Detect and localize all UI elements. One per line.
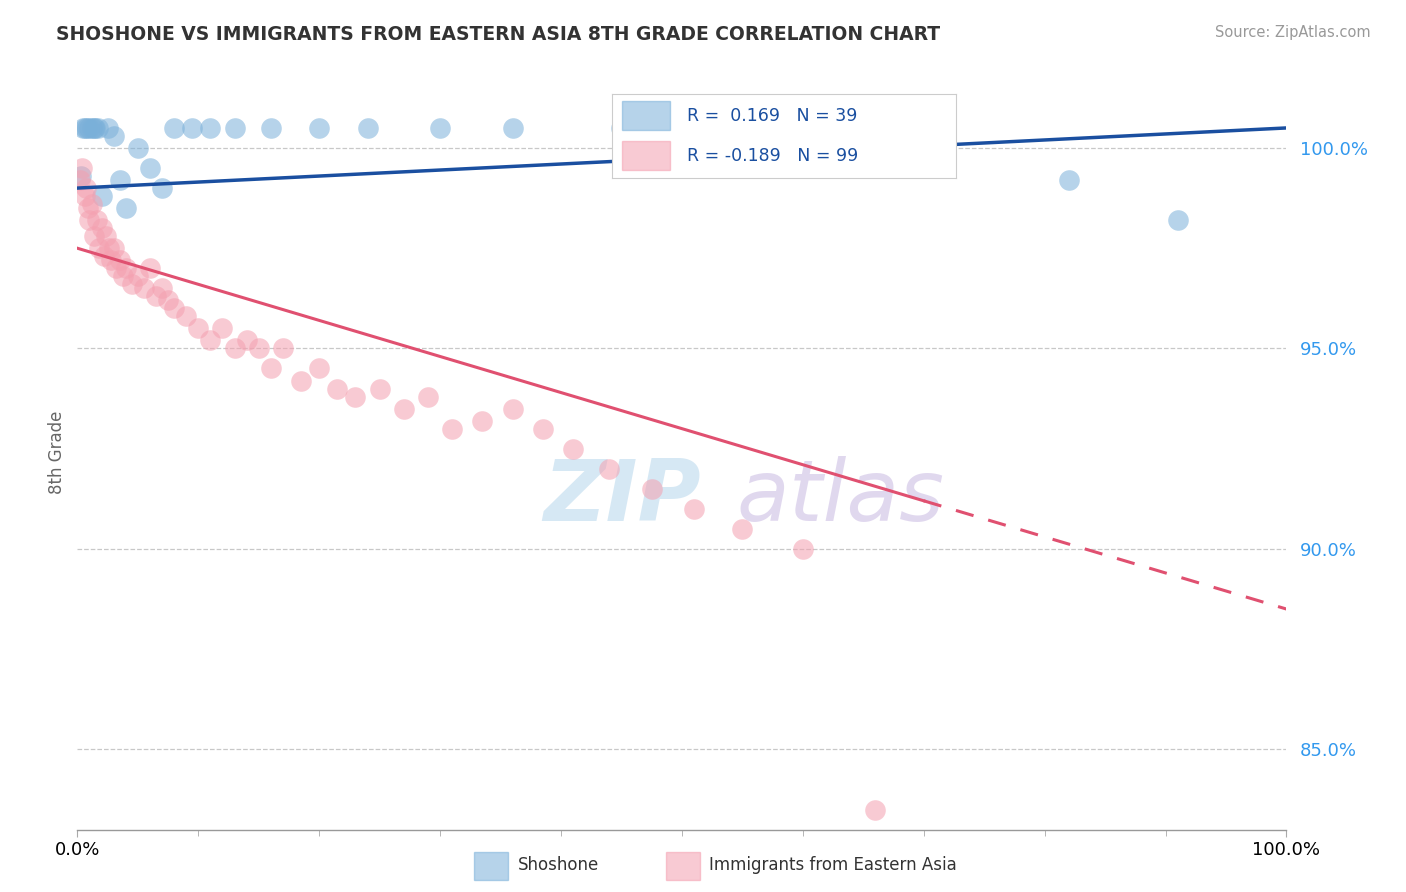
- Point: [211, 321, 233, 335]
- Point: [224, 120, 246, 135]
- Point: [108, 173, 131, 187]
- Point: [76, 120, 98, 135]
- Point: [308, 361, 330, 376]
- Point: [235, 334, 257, 348]
- Point: [132, 281, 155, 295]
- Point: [97, 241, 120, 255]
- Point: [112, 269, 135, 284]
- Point: [441, 422, 464, 436]
- Point: [75, 181, 97, 195]
- Point: [127, 141, 149, 155]
- Point: [139, 161, 162, 175]
- Y-axis label: 8th Grade: 8th Grade: [48, 411, 66, 494]
- Text: Source: ZipAtlas.com: Source: ZipAtlas.com: [1215, 25, 1371, 40]
- Point: [77, 201, 100, 215]
- Point: [108, 253, 131, 268]
- Point: [163, 301, 186, 316]
- Point: [731, 522, 754, 536]
- Point: [1167, 213, 1189, 227]
- Point: [502, 120, 524, 135]
- Point: [86, 213, 108, 227]
- Point: [87, 120, 110, 135]
- Point: [502, 401, 524, 416]
- Point: [308, 120, 330, 135]
- Point: [157, 293, 180, 308]
- Point: [181, 120, 204, 135]
- Point: [69, 173, 91, 187]
- Point: [768, 120, 790, 135]
- Point: [290, 374, 312, 388]
- Text: SHOSHONE VS IMMIGRANTS FROM EASTERN ASIA 8TH GRADE CORRELATION CHART: SHOSHONE VS IMMIGRANTS FROM EASTERN ASIA…: [56, 25, 941, 44]
- Point: [247, 342, 270, 356]
- Point: [90, 189, 112, 203]
- Point: [79, 120, 101, 135]
- Point: [1057, 173, 1080, 187]
- Point: [139, 261, 162, 276]
- Point: [79, 213, 101, 227]
- Point: [174, 310, 197, 324]
- Point: [163, 120, 186, 135]
- Point: [73, 189, 96, 203]
- Point: [127, 269, 149, 284]
- Point: [80, 120, 103, 135]
- Bar: [621, 141, 671, 169]
- Point: [598, 461, 620, 475]
- Point: [83, 120, 105, 135]
- Point: [80, 197, 103, 211]
- Text: ZIP: ZIP: [543, 457, 700, 540]
- Point: [84, 120, 107, 135]
- Text: R =  0.169   N = 39: R = 0.169 N = 39: [688, 107, 858, 125]
- Point: [562, 442, 585, 456]
- Point: [70, 169, 93, 183]
- Point: [200, 120, 222, 135]
- Bar: [474, 852, 508, 880]
- Point: [150, 181, 173, 195]
- Point: [610, 120, 633, 135]
- Bar: [621, 102, 671, 130]
- Point: [260, 361, 283, 376]
- Point: [471, 414, 494, 428]
- Point: [392, 401, 415, 416]
- Point: [145, 289, 167, 303]
- Point: [912, 120, 935, 135]
- Point: [72, 120, 94, 135]
- Point: [356, 120, 378, 135]
- Point: [641, 482, 664, 496]
- Point: [326, 382, 349, 396]
- Point: [93, 249, 115, 263]
- Point: [100, 253, 122, 268]
- Point: [429, 120, 451, 135]
- Point: [187, 321, 209, 335]
- Text: R = -0.189   N = 99: R = -0.189 N = 99: [688, 146, 859, 164]
- Point: [865, 803, 887, 817]
- Point: [271, 342, 294, 356]
- Point: [683, 501, 706, 516]
- Point: [114, 201, 136, 215]
- Point: [96, 120, 118, 135]
- Point: [70, 161, 93, 175]
- Point: [224, 342, 246, 356]
- Point: [96, 229, 118, 244]
- Point: [200, 334, 222, 348]
- Point: [150, 281, 173, 295]
- Point: [114, 261, 136, 276]
- Text: Immigrants from Eastern Asia: Immigrants from Eastern Asia: [709, 856, 957, 874]
- Point: [103, 241, 125, 255]
- Point: [368, 382, 391, 396]
- Point: [121, 277, 143, 292]
- Point: [792, 541, 814, 556]
- Text: Shoshone: Shoshone: [517, 856, 599, 874]
- Point: [531, 422, 554, 436]
- Point: [83, 229, 105, 244]
- Point: [87, 241, 110, 255]
- Point: [416, 390, 439, 404]
- Point: [260, 120, 283, 135]
- Point: [103, 128, 125, 143]
- Point: [73, 120, 96, 135]
- Text: atlas: atlas: [737, 457, 945, 540]
- Point: [105, 261, 128, 276]
- Point: [344, 390, 367, 404]
- Point: [90, 221, 112, 235]
- Bar: [666, 852, 700, 880]
